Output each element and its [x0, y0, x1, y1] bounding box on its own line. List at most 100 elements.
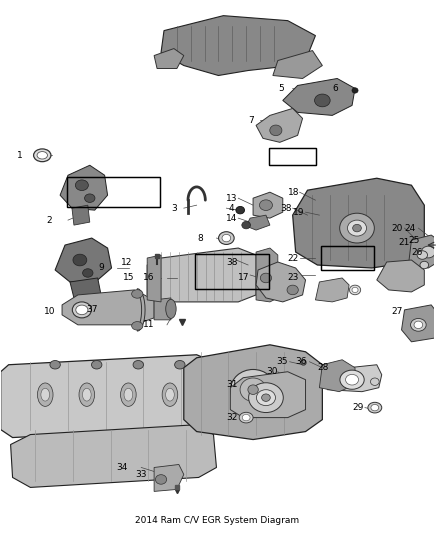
Ellipse shape — [420, 261, 429, 269]
Ellipse shape — [417, 251, 427, 259]
Polygon shape — [60, 165, 108, 210]
Ellipse shape — [166, 300, 176, 318]
Polygon shape — [377, 260, 424, 292]
Text: 18: 18 — [288, 188, 299, 197]
Ellipse shape — [83, 269, 93, 277]
Text: 38: 38 — [226, 257, 238, 266]
Ellipse shape — [41, 388, 49, 401]
Polygon shape — [402, 305, 438, 342]
Polygon shape — [184, 345, 322, 440]
Text: 24: 24 — [405, 224, 416, 232]
Ellipse shape — [259, 200, 272, 211]
Ellipse shape — [421, 246, 435, 258]
Ellipse shape — [132, 289, 143, 298]
Ellipse shape — [270, 125, 282, 136]
Text: 3: 3 — [171, 204, 177, 213]
Ellipse shape — [347, 220, 367, 236]
Text: 28: 28 — [318, 363, 329, 372]
Ellipse shape — [353, 224, 361, 232]
Text: 26: 26 — [411, 247, 423, 256]
Text: 5: 5 — [278, 84, 283, 93]
Text: 4: 4 — [228, 204, 234, 213]
Polygon shape — [253, 192, 283, 218]
Polygon shape — [315, 278, 349, 302]
Text: 32: 32 — [226, 413, 238, 422]
Text: 21: 21 — [399, 238, 410, 247]
Text: 17: 17 — [238, 273, 250, 282]
Ellipse shape — [414, 321, 423, 328]
Text: 34: 34 — [116, 463, 127, 472]
Polygon shape — [246, 215, 270, 230]
Text: 30: 30 — [266, 367, 277, 376]
Polygon shape — [230, 372, 306, 417]
Polygon shape — [154, 49, 184, 69]
Ellipse shape — [368, 402, 382, 413]
Ellipse shape — [175, 360, 185, 369]
Ellipse shape — [371, 378, 379, 385]
Text: 27: 27 — [392, 308, 403, 317]
Ellipse shape — [82, 388, 91, 401]
Polygon shape — [147, 248, 256, 302]
Polygon shape — [327, 365, 382, 392]
Ellipse shape — [124, 388, 133, 401]
Ellipse shape — [350, 285, 360, 295]
Ellipse shape — [222, 235, 231, 242]
Ellipse shape — [410, 319, 426, 331]
Ellipse shape — [256, 390, 276, 406]
Ellipse shape — [50, 360, 60, 369]
Polygon shape — [11, 425, 216, 487]
Ellipse shape — [346, 374, 359, 385]
Bar — [321, 246, 374, 270]
Ellipse shape — [242, 415, 250, 421]
Polygon shape — [161, 15, 315, 76]
Ellipse shape — [72, 302, 92, 318]
Ellipse shape — [92, 360, 102, 369]
Text: 12: 12 — [121, 257, 132, 266]
Ellipse shape — [249, 383, 283, 413]
Ellipse shape — [352, 287, 358, 293]
Bar — [67, 177, 160, 207]
Bar — [268, 149, 316, 165]
Ellipse shape — [85, 194, 95, 203]
Polygon shape — [256, 108, 303, 142]
Polygon shape — [62, 290, 154, 325]
Ellipse shape — [260, 273, 272, 282]
Polygon shape — [256, 248, 278, 302]
Text: 6: 6 — [332, 84, 338, 93]
Text: 29: 29 — [352, 403, 364, 412]
Polygon shape — [273, 51, 322, 78]
Ellipse shape — [248, 385, 258, 394]
Text: 2014 Ram C/V EGR System Diagram: 2014 Ram C/V EGR System Diagram — [135, 516, 300, 525]
Ellipse shape — [340, 370, 364, 389]
Text: 9: 9 — [99, 263, 105, 272]
Ellipse shape — [230, 369, 276, 410]
Polygon shape — [409, 235, 438, 268]
Text: 1: 1 — [17, 151, 22, 160]
Ellipse shape — [37, 383, 53, 406]
Ellipse shape — [339, 213, 374, 243]
Bar — [195, 254, 269, 289]
Polygon shape — [72, 205, 90, 225]
Text: 15: 15 — [123, 273, 134, 282]
Text: 7: 7 — [248, 116, 254, 125]
Bar — [67, 177, 160, 207]
Text: 37: 37 — [86, 305, 98, 314]
Text: 35: 35 — [276, 357, 287, 366]
Ellipse shape — [236, 206, 244, 214]
Text: 25: 25 — [409, 236, 420, 245]
Text: 23: 23 — [288, 273, 299, 282]
Text: 33: 33 — [136, 470, 147, 479]
Polygon shape — [256, 262, 306, 302]
Ellipse shape — [166, 388, 174, 401]
Ellipse shape — [352, 88, 358, 93]
Text: 14: 14 — [226, 214, 238, 223]
Ellipse shape — [34, 149, 51, 161]
Text: 10: 10 — [44, 308, 55, 317]
Ellipse shape — [242, 221, 251, 229]
Bar — [321, 246, 374, 270]
Ellipse shape — [76, 305, 88, 314]
Ellipse shape — [155, 475, 167, 484]
Text: 20: 20 — [392, 224, 403, 232]
Bar — [195, 254, 269, 289]
Ellipse shape — [240, 378, 266, 401]
